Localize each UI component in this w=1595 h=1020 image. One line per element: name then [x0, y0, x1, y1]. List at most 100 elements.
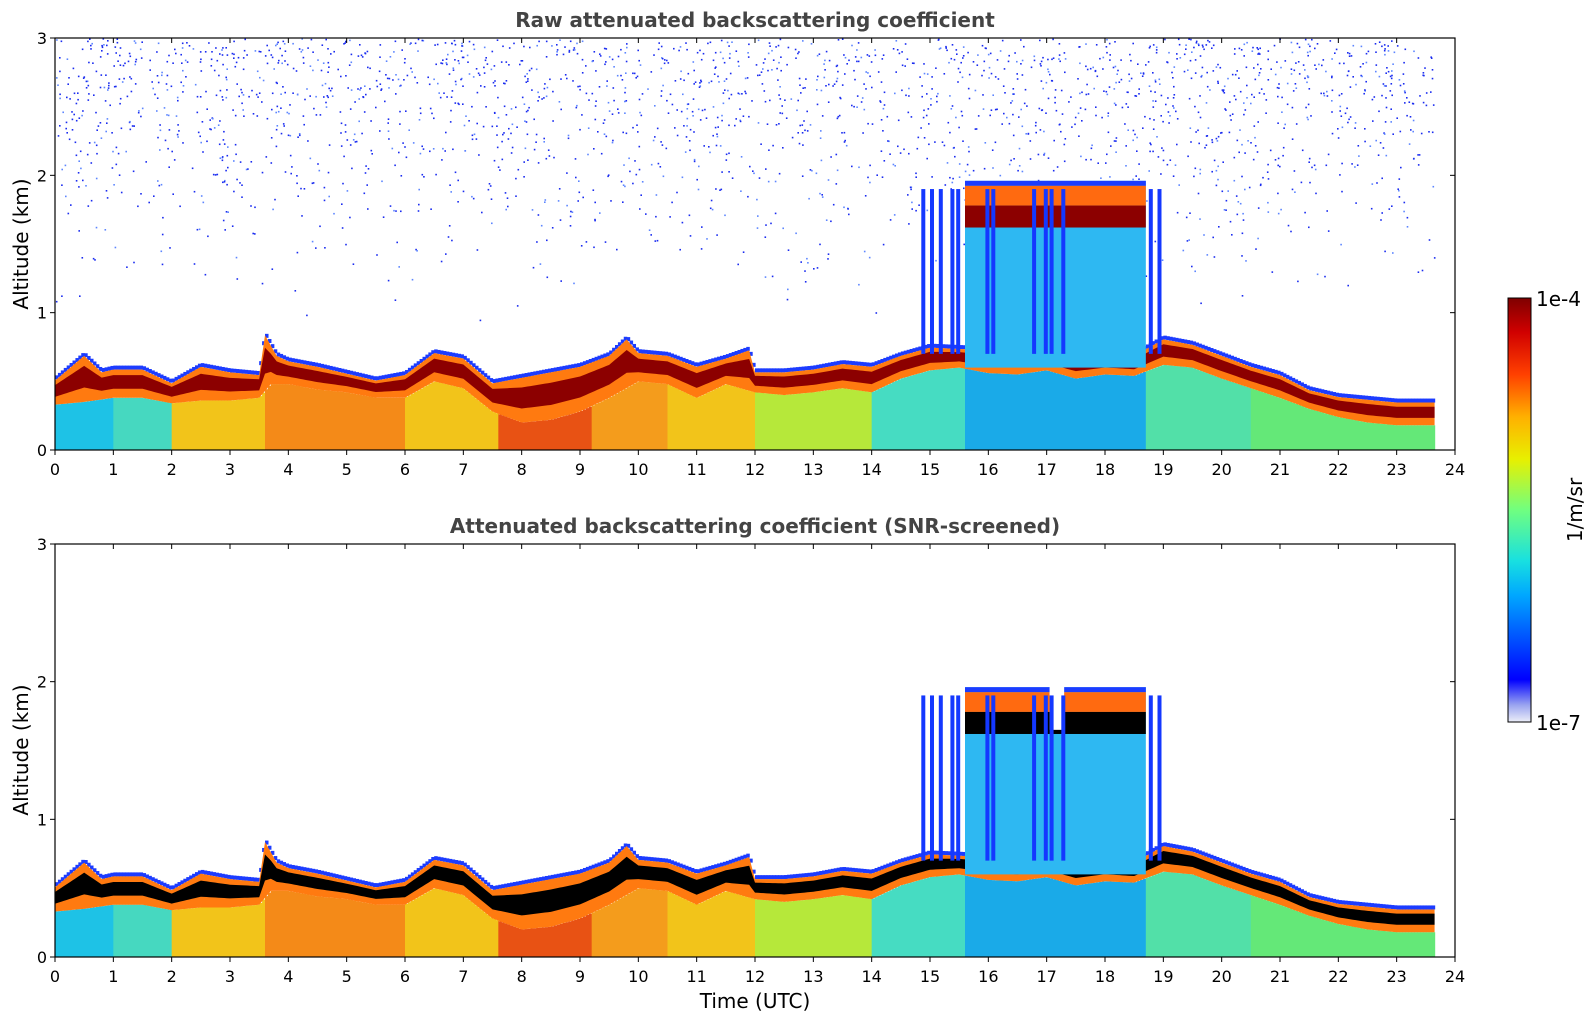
noise-speckle — [604, 63, 606, 66]
noise-speckle — [1201, 44, 1204, 47]
layer-top-edge — [232, 368, 237, 373]
noise-speckle — [552, 90, 554, 93]
aerosol-column — [967, 876, 972, 957]
noise-speckle — [1239, 202, 1242, 205]
noise-speckle — [810, 43, 813, 45]
layer-top-edge — [78, 862, 82, 867]
noise-speckle — [380, 88, 383, 90]
aerosol-column — [900, 378, 905, 450]
layer-top-edge — [472, 870, 476, 875]
layer-top-edge — [1207, 853, 1211, 858]
noise-speckle — [537, 91, 539, 94]
aerosol-column — [1172, 872, 1176, 957]
noise-speckle — [312, 182, 315, 184]
noise-speckle — [1188, 239, 1190, 241]
noise-speckle — [954, 155, 956, 158]
noise-speckle — [635, 173, 638, 176]
noise-speckle — [650, 163, 653, 166]
layer-top-edge — [1247, 869, 1252, 874]
aerosol-column — [1183, 873, 1188, 957]
layer-top-edge — [918, 346, 922, 351]
aerosol-column — [755, 392, 759, 450]
layer-top-edge — [1201, 851, 1205, 856]
aerosol-column — [1341, 924, 1345, 957]
noise-speckle — [296, 251, 299, 254]
layer-top-edge — [1160, 336, 1164, 341]
aerosol-column — [393, 397, 397, 450]
noise-speckle — [527, 78, 529, 80]
noise-speckle — [1258, 92, 1261, 94]
layer-top-edge — [1420, 398, 1424, 403]
noise-speckle — [327, 96, 329, 99]
layer-top-edge — [212, 872, 217, 877]
layer-top-edge — [962, 345, 966, 350]
noise-speckle — [656, 127, 659, 130]
aerosol-column — [1058, 374, 1062, 450]
noise-speckle — [869, 164, 871, 167]
noise-speckle — [635, 77, 637, 79]
noise-speckle — [271, 56, 274, 59]
noise-speckle — [1346, 107, 1348, 110]
aerosol-column — [407, 902, 412, 957]
noise-speckle — [699, 49, 701, 52]
aerosol-column — [364, 902, 368, 957]
aerosol-column — [652, 382, 657, 450]
aerosol-column — [349, 393, 354, 450]
noise-speckle — [824, 59, 826, 62]
aerosol-column — [763, 900, 768, 957]
layer-top-edge — [168, 378, 173, 383]
noise-speckle — [1064, 58, 1067, 60]
noise-speckle — [1348, 55, 1351, 57]
noise-speckle — [1138, 93, 1140, 95]
layer-top-edge — [337, 874, 342, 879]
layer-top-edge — [154, 878, 158, 883]
noise-speckle — [223, 143, 226, 145]
noise-speckle — [329, 89, 332, 92]
layer-top-edge — [1393, 905, 1398, 910]
noise-speckle — [261, 171, 264, 174]
noise-speckle — [1291, 188, 1294, 191]
layer-top-edge — [1379, 903, 1383, 908]
layer-top-edge — [897, 352, 902, 357]
layer-top-edge — [749, 858, 753, 863]
x-tick-label: 14 — [861, 967, 881, 986]
noise-speckle — [857, 42, 860, 44]
layer-top-edge — [1428, 398, 1433, 403]
noise-speckle — [566, 77, 568, 80]
noise-speckle — [593, 246, 595, 249]
layer-top-edge — [437, 856, 441, 861]
aerosol-column — [1116, 881, 1121, 957]
noise-speckle — [894, 92, 896, 95]
noise-speckle — [489, 185, 492, 187]
noise-speckle — [835, 80, 838, 83]
noise-speckle — [889, 219, 892, 221]
noise-speckle — [1154, 100, 1157, 102]
noise-speckle — [1392, 252, 1394, 254]
aerosol-column — [892, 888, 896, 957]
noise-speckle — [483, 66, 485, 69]
noise-speckle — [1360, 45, 1363, 48]
layer-top-edge — [1288, 376, 1293, 381]
noise-speckle — [937, 92, 939, 95]
aerosol-column — [297, 892, 301, 957]
noise-speckle — [1194, 59, 1197, 61]
cloud-streak — [1043, 695, 1048, 861]
layer-top-edge — [332, 873, 336, 878]
noise-speckle — [758, 74, 761, 76]
noise-speckle — [801, 124, 804, 126]
layer-top-edge — [536, 370, 540, 375]
noise-speckle — [763, 90, 766, 92]
noise-speckle — [1396, 45, 1399, 47]
noise-speckle — [737, 60, 740, 63]
layer-top-edge — [1227, 861, 1232, 866]
noise-speckle — [1385, 97, 1387, 99]
noise-speckle — [802, 87, 804, 89]
aerosol-column — [935, 369, 940, 450]
aerosol-column — [822, 897, 826, 957]
layer-top-edge — [428, 352, 432, 357]
noise-speckle — [508, 127, 510, 130]
layer-top-edge — [620, 846, 625, 851]
aerosol-column — [343, 899, 348, 957]
noise-speckle — [1406, 97, 1408, 99]
aerosol-column — [880, 387, 884, 450]
